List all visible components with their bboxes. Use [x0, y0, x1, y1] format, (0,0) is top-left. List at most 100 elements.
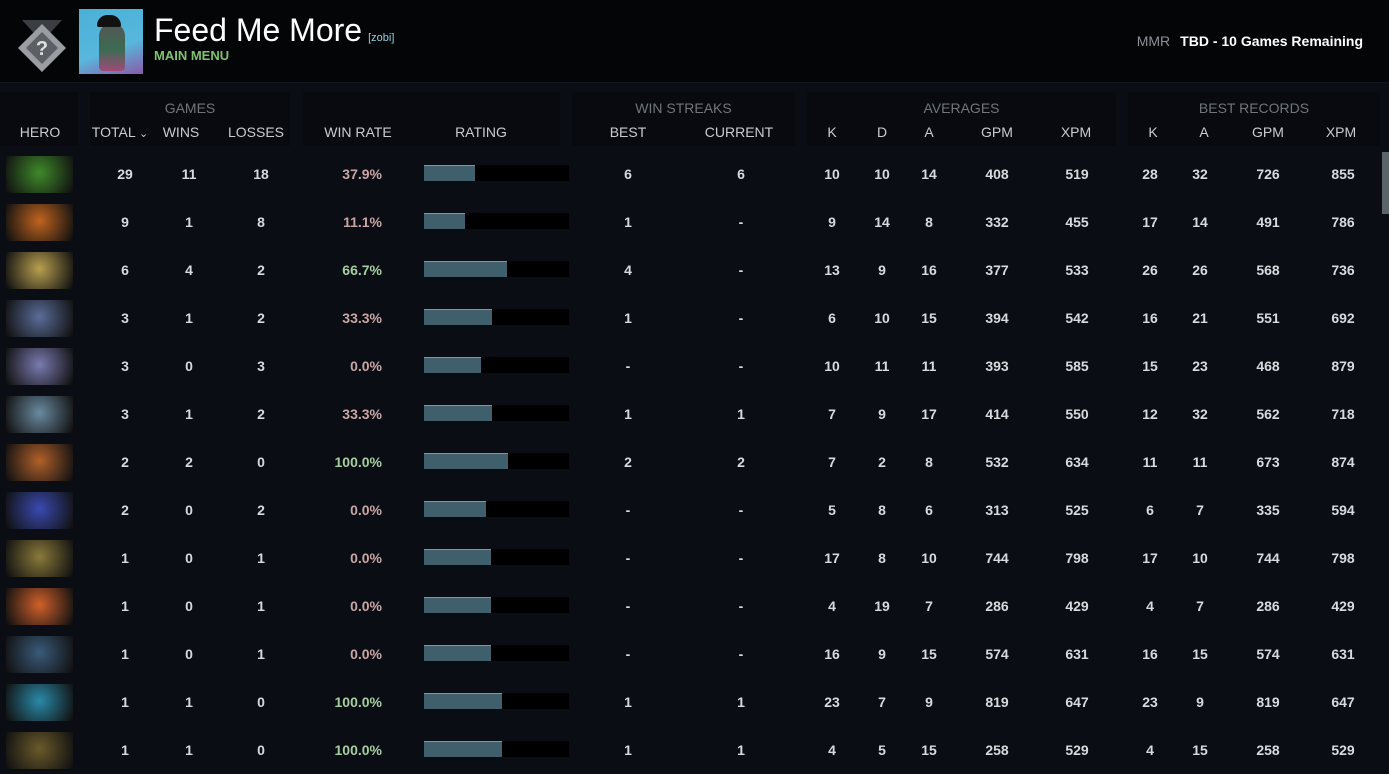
- rating-bar-fill: [424, 549, 491, 565]
- cell-d: 7: [878, 694, 886, 710]
- col-total-label: TOTAL: [91, 124, 136, 140]
- hero-portrait[interactable]: [6, 300, 73, 337]
- cell-gpm: 286: [985, 598, 1009, 614]
- scrollbar[interactable]: [1382, 152, 1389, 214]
- rating-bar: [424, 405, 569, 421]
- cell-wins: 1: [185, 742, 193, 758]
- cell-win-rate: 100.0%: [334, 694, 382, 710]
- col-current-streak[interactable]: CURRENT: [704, 124, 774, 140]
- cell-best: -: [625, 358, 631, 374]
- player-tag: [zobi]: [368, 32, 395, 44]
- col-win-rate[interactable]: WIN RATE: [324, 124, 392, 140]
- cell-a: 10: [921, 550, 937, 566]
- cell-bxpm: 798: [1331, 550, 1355, 566]
- cell-losses: 18: [253, 166, 269, 182]
- hero-portrait[interactable]: [6, 156, 73, 193]
- cell-bgpm: 744: [1256, 550, 1280, 566]
- col-total[interactable]: TOTAL ⌄: [80, 124, 160, 140]
- hero-portrait[interactable]: [6, 588, 73, 625]
- hero-portrait[interactable]: [6, 252, 73, 289]
- table-row[interactable]: 1 0 1 - - 16 9 15 574 631 16 15 574 631 0.0%: [0, 630, 1380, 678]
- avatar[interactable]: [79, 9, 143, 74]
- cell-bgpm: 468: [1256, 358, 1280, 374]
- cell-a: 15: [921, 310, 937, 326]
- col-best-streak[interactable]: BEST: [609, 124, 647, 140]
- table-row[interactable]: 3 0 3 - - 10 11 11 393 585 15 23 468 879 0.0%: [0, 342, 1380, 390]
- cell-ba: 21: [1192, 310, 1208, 326]
- table-row[interactable]: 2 2 0 2 2 7 2 8 532 634 11 11 673 874 100.0%: [0, 438, 1380, 486]
- table-row[interactable]: 29 11 18 6 6 10 10 14 408 519 28 32 726 855 37.9%: [0, 150, 1380, 198]
- cell-current: 1: [737, 694, 745, 710]
- cell-bxpm: 786: [1331, 214, 1355, 230]
- hero-portrait[interactable]: [6, 732, 73, 769]
- cell-d: 10: [874, 166, 890, 182]
- col-avg-a[interactable]: A: [924, 124, 934, 140]
- cell-bgpm: 574: [1256, 646, 1280, 662]
- cell-gpm: 258: [985, 742, 1009, 758]
- cell-total: 1: [121, 550, 129, 566]
- col-avg-xpm[interactable]: XPM: [1060, 124, 1092, 140]
- cell-losses: 0: [257, 742, 265, 758]
- col-avg-gpm[interactable]: GPM: [981, 124, 1013, 140]
- cell-win-rate: 100.0%: [334, 454, 382, 470]
- rating-bar: [424, 165, 569, 181]
- cell-losses: 2: [257, 406, 265, 422]
- rating-bar-fill: [424, 501, 487, 517]
- streaks-header-panel: [572, 92, 795, 146]
- table-row[interactable]: 1 0 1 - - 4 19 7 286 429 4 7 286 429 0.0%: [0, 582, 1380, 630]
- cell-gpm: 819: [985, 694, 1009, 710]
- hero-portrait[interactable]: [6, 540, 73, 577]
- cell-bk: 4: [1146, 742, 1154, 758]
- cell-bk: 26: [1142, 262, 1158, 278]
- cell-wins: 1: [185, 406, 193, 422]
- cell-gpm: 408: [985, 166, 1009, 182]
- col-rating[interactable]: RATING: [455, 124, 507, 140]
- hero-portrait[interactable]: [6, 684, 73, 721]
- col-hero[interactable]: HERO: [19, 124, 61, 140]
- col-best-gpm[interactable]: GPM: [1252, 124, 1284, 140]
- table-row[interactable]: 3 1 2 1 1 7 9 17 414 550 12 32 562 718 33.3%: [0, 390, 1380, 438]
- cell-bgpm: 335: [1256, 502, 1280, 518]
- col-losses[interactable]: LOSSES: [227, 124, 285, 140]
- cell-best: -: [625, 598, 631, 614]
- cell-bxpm: 429: [1331, 598, 1355, 614]
- table-row[interactable]: 3 1 2 1-6 10 15 394 542 16 21 551 692 33.3%: [0, 294, 1380, 342]
- profile-header: ? Feed Me More [zobi] MAIN MENU MMR TBD - …: [0, 0, 1389, 83]
- rating-bar: [424, 501, 569, 517]
- table-row[interactable]: 2 0 2 - - 5 8 6 313 525 6 7 335 594 0.0%: [0, 486, 1380, 534]
- table-row[interactable]: 6 4 2 4 - 13 9 16 377 533 26 26 568 736 66.7%: [0, 246, 1380, 294]
- cell-total: 3: [121, 358, 129, 374]
- hero-portrait[interactable]: [6, 636, 73, 673]
- col-avg-d[interactable]: D: [876, 124, 888, 140]
- rating-bar-fill: [424, 213, 465, 229]
- hero-portrait[interactable]: [6, 396, 73, 433]
- hero-portrait[interactable]: [6, 444, 73, 481]
- rating-bar-fill: [424, 357, 481, 373]
- col-avg-k[interactable]: K: [827, 124, 837, 140]
- hero-portrait[interactable]: [6, 492, 73, 529]
- main-menu-link[interactable]: MAIN MENU: [154, 48, 230, 63]
- cell-k: 13: [824, 262, 840, 278]
- hero-portrait[interactable]: [6, 204, 73, 241]
- cell-best: 1: [624, 214, 632, 230]
- cell-bgpm: 819: [1256, 694, 1280, 710]
- cell-ba: 11: [1192, 454, 1208, 470]
- cell-bxpm: 692: [1331, 310, 1355, 326]
- cell-total: 6: [121, 262, 129, 278]
- table-row[interactable]: 1 1 0 1 1 23 7 9 819 647 23 9 819 647 100.0%: [0, 678, 1380, 726]
- col-best-k[interactable]: K: [1148, 124, 1158, 140]
- table-row[interactable]: 1 0 1- -17 8 10 744 798 17 10 744 798 0.0%: [0, 534, 1380, 582]
- col-wins[interactable]: WINS: [162, 124, 200, 140]
- cell-gpm: 744: [985, 550, 1009, 566]
- cell-k: 17: [824, 550, 840, 566]
- table-row[interactable]: 1 1 0 1 1 4 5 15 258 529 4 15 258 529 100.0%: [0, 726, 1380, 774]
- cell-k: 5: [828, 502, 836, 518]
- hero-portrait[interactable]: [6, 348, 73, 385]
- table-row[interactable]: 9 1 8 1 - 9 14 8 332 455 17 14 491 786 11.1%: [0, 198, 1380, 246]
- cell-total: 3: [121, 406, 129, 422]
- cell-total: 1: [121, 742, 129, 758]
- cell-best: 1: [624, 406, 632, 422]
- col-best-a[interactable]: A: [1199, 124, 1209, 140]
- col-best-xpm[interactable]: XPM: [1325, 124, 1357, 140]
- cell-bxpm: 879: [1331, 358, 1355, 374]
